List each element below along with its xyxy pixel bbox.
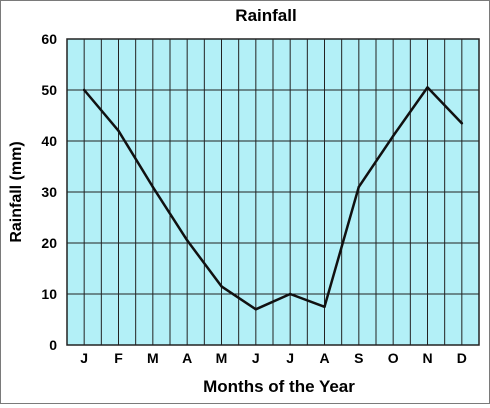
data-point [185, 239, 189, 242]
x-tick-label: J [252, 350, 260, 366]
x-tick-label: A [319, 350, 329, 366]
rainfall-series-line [82, 86, 464, 311]
data-point [323, 305, 326, 308]
data-point [426, 86, 429, 89]
x-tick-label: J [286, 350, 294, 366]
x-tick-label: F [114, 350, 123, 366]
x-tick-label: N [422, 350, 432, 366]
y-tick-label: 50 [41, 82, 57, 98]
y-tick-label: 20 [41, 235, 57, 251]
x-tick-label: S [354, 350, 363, 366]
x-tick-label: D [457, 350, 467, 366]
x-tick-label: M [147, 350, 159, 366]
data-point [151, 185, 155, 189]
y-tick-label: 10 [41, 286, 57, 302]
data-point [460, 121, 464, 125]
x-tick-label: M [216, 350, 228, 366]
x-axis-label: Months of the Year [203, 377, 355, 396]
y-tick-label: 0 [49, 337, 57, 353]
data-points [82, 86, 464, 311]
y-axis-label: Rainfall (mm) [8, 141, 25, 242]
x-tick-label: O [388, 350, 399, 366]
y-tick-label: 40 [41, 133, 57, 149]
data-point [82, 88, 86, 92]
y-tick-label: 60 [41, 31, 57, 47]
x-tick-label: J [80, 350, 88, 366]
data-point [254, 308, 258, 311]
x-tick-label: A [182, 350, 192, 366]
y-tick-label: 30 [41, 184, 57, 200]
data-point [391, 134, 395, 138]
data-point [357, 185, 361, 189]
y-tick-labels: 0 10 20 30 40 50 60 [41, 31, 57, 353]
data-point [117, 129, 120, 132]
data-point [220, 285, 223, 288]
chart-title: Rainfall [235, 6, 296, 25]
data-point [288, 292, 292, 296]
grid-lines [67, 39, 479, 345]
